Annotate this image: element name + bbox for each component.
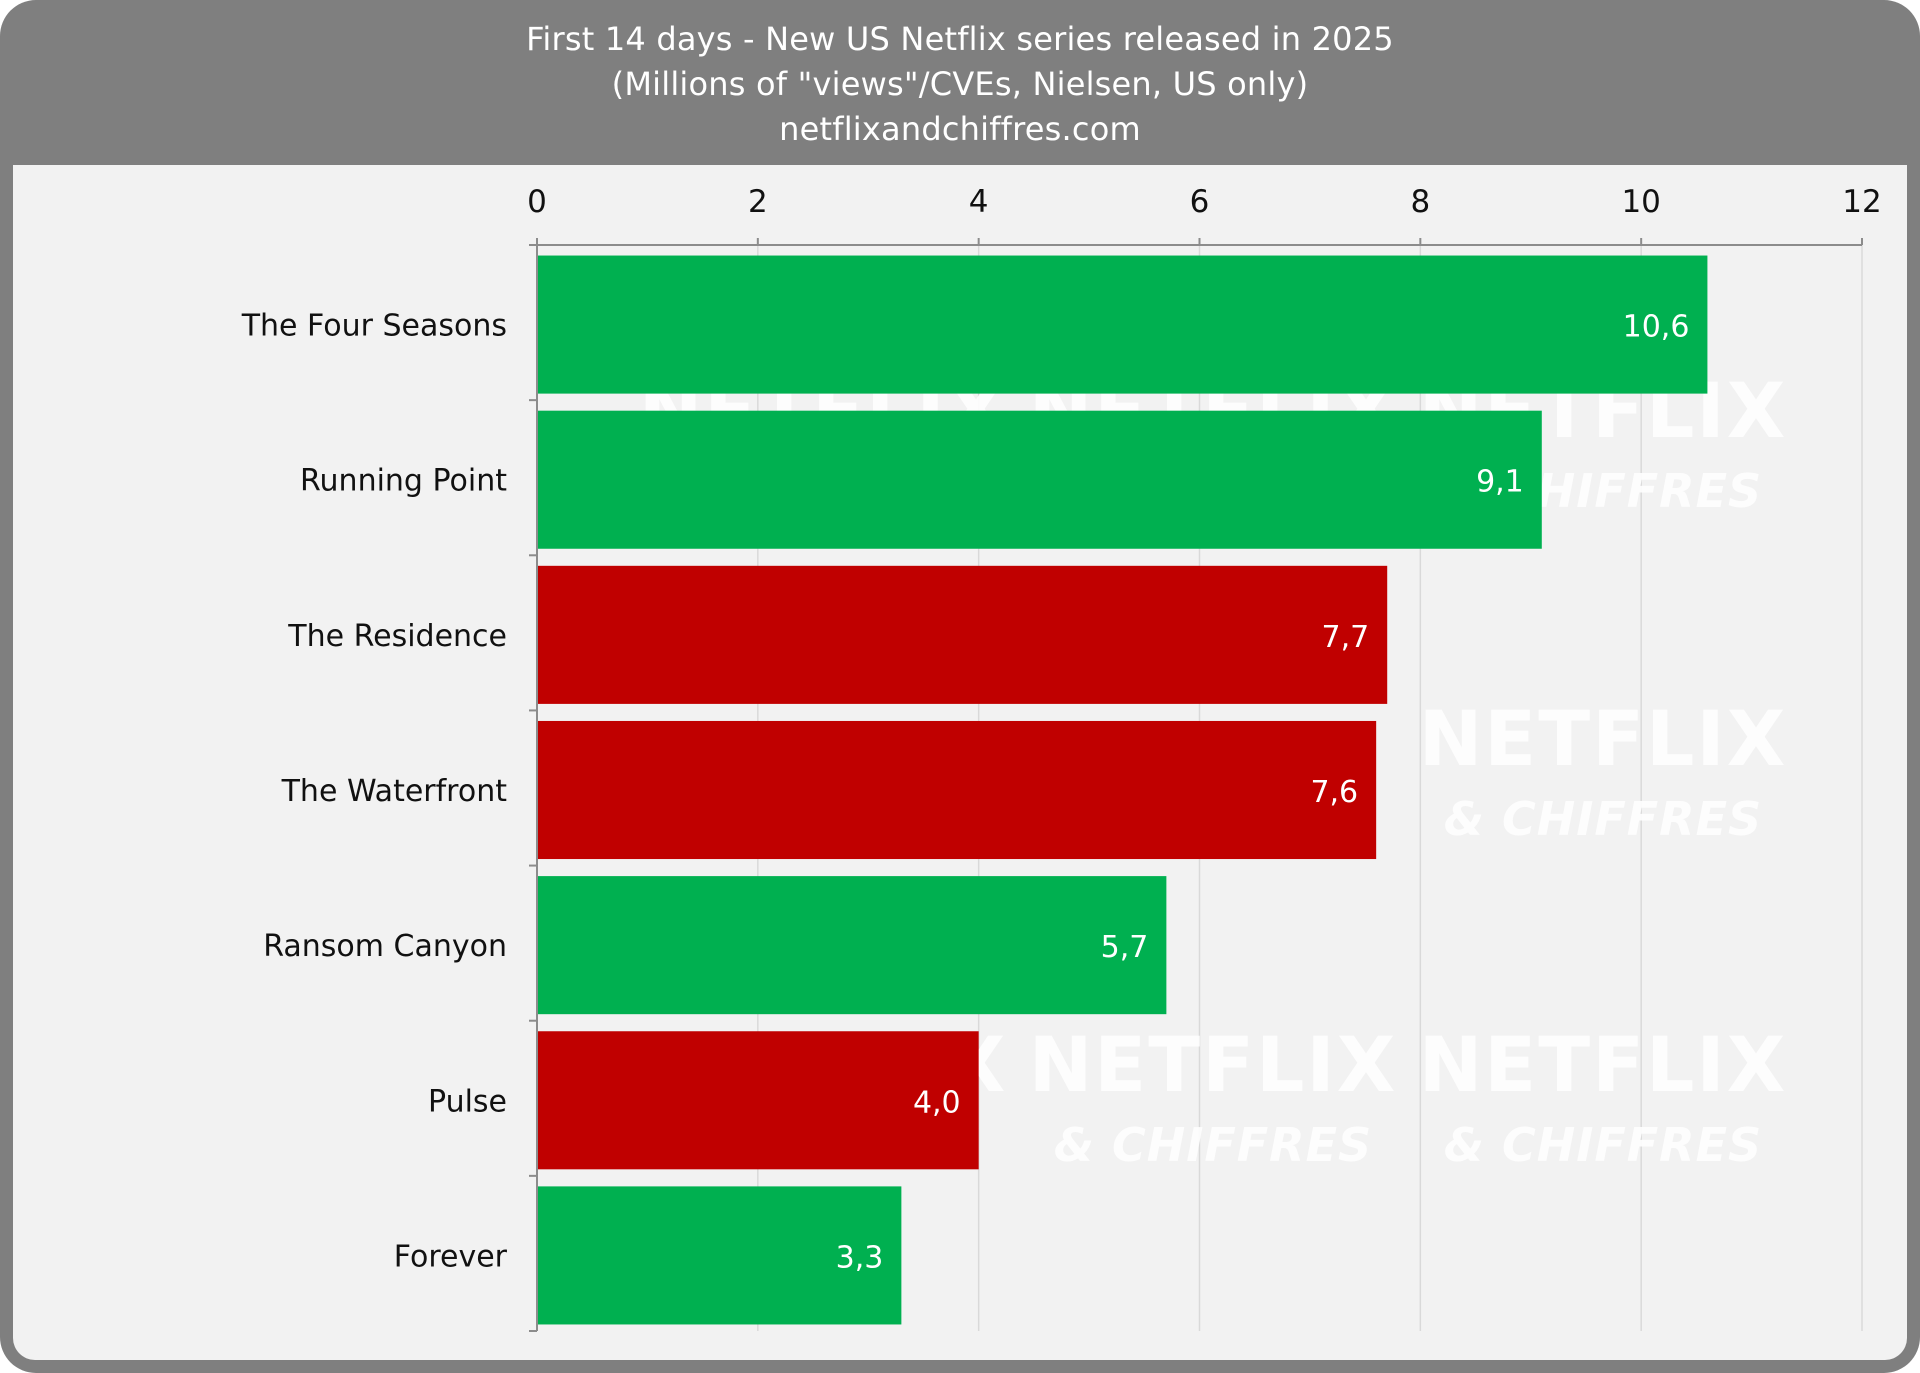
bar xyxy=(538,876,1167,1015)
bar xyxy=(538,565,1388,704)
chart-source: netflixandchiffres.com xyxy=(779,110,1141,148)
chart-subtitle: (Millions of "views"/CVEs, Nielsen, US o… xyxy=(611,65,1309,103)
category-label: The Four Seasons xyxy=(241,309,507,344)
category-label: Forever xyxy=(394,1239,508,1274)
data-label: 5,7 xyxy=(1101,930,1149,965)
data-label: 7,7 xyxy=(1321,620,1369,655)
category-label: The Residence xyxy=(287,619,507,654)
category-label: Pulse xyxy=(428,1084,507,1119)
watermark-text: NETFLIX xyxy=(1419,694,1788,783)
category-label: The Waterfront xyxy=(281,774,508,809)
bar-chart: NETFLIX & CHIFFRES NETFLIX & CHIFFRES NETFLI… xyxy=(241,184,1882,1332)
data-label: 3,3 xyxy=(836,1240,884,1275)
data-label: 7,6 xyxy=(1310,775,1358,810)
bar xyxy=(538,1186,902,1325)
watermark-text: NETFLIX xyxy=(1029,1020,1398,1109)
x-tick-label: 2 xyxy=(748,184,768,220)
x-tick-label: 10 xyxy=(1621,184,1660,220)
bar xyxy=(538,255,1708,394)
data-label: 4,0 xyxy=(913,1085,961,1120)
watermark-text: NETFLIX xyxy=(1419,1020,1788,1109)
chart-title: First 14 days - New US Netflix series re… xyxy=(526,20,1394,58)
plot-panel: NETFLIX & CHIFFRES NETFLIX & CHIFFRES NETFLI… xyxy=(13,165,1907,1360)
data-label: 10,6 xyxy=(1623,310,1690,345)
category-label: Running Point xyxy=(300,464,507,499)
bar xyxy=(538,1031,979,1170)
x-tick-label: 12 xyxy=(1842,184,1881,220)
x-tick-label: 0 xyxy=(527,184,547,220)
watermark-text: & CHIFFRES xyxy=(1054,1118,1372,1172)
data-label: 9,1 xyxy=(1476,465,1524,500)
category-label: Ransom Canyon xyxy=(263,929,507,964)
x-tick-label: 8 xyxy=(1410,184,1430,220)
bar xyxy=(538,720,1377,860)
x-tick-label: 4 xyxy=(969,184,989,220)
x-tick-label: 6 xyxy=(1190,184,1210,220)
bar xyxy=(538,410,1542,549)
chart-header: First 14 days - New US Netflix series re… xyxy=(0,0,1920,165)
watermark-text: & CHIFFRES xyxy=(1444,1118,1762,1172)
watermark-text: & CHIFFRES xyxy=(1444,792,1762,846)
